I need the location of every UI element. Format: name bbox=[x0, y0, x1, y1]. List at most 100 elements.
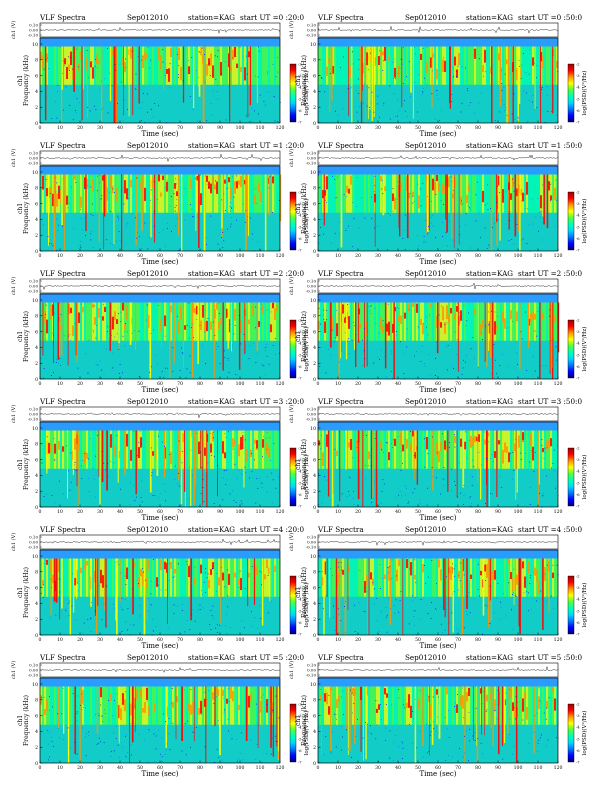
spectrogram-speckle bbox=[104, 78, 106, 80]
spectrogram-cell bbox=[234, 686, 237, 725]
spectrogram-upper-band bbox=[318, 294, 558, 303]
spectrogram-speckle bbox=[341, 696, 342, 698]
spectrogram-cell bbox=[352, 686, 355, 725]
time-tick-label: 70 bbox=[455, 381, 461, 387]
spectrogram-speckle bbox=[217, 56, 219, 58]
spectrogram-streak bbox=[462, 430, 465, 488]
spectrogram-cell bbox=[378, 704, 381, 710]
spectrogram-streak bbox=[132, 46, 134, 116]
spectrogram-speckle bbox=[275, 76, 277, 78]
spectrogram-speckle bbox=[194, 177, 196, 179]
spectrogram-speckle bbox=[149, 730, 150, 732]
spectrogram-speckle bbox=[190, 204, 191, 205]
spectrogram-cell bbox=[56, 193, 59, 207]
spectrogram-speckle bbox=[227, 595, 229, 597]
spectrogram-cell bbox=[258, 321, 261, 328]
spectrogram-speckle bbox=[114, 64, 116, 65]
spectrogram-speckle bbox=[266, 704, 268, 705]
spectrogram-cell bbox=[202, 174, 205, 213]
spectrogram-streak bbox=[193, 430, 196, 505]
spectrogram-cell bbox=[126, 302, 129, 341]
colorbar bbox=[289, 191, 297, 251]
freq-tick-label: 4 bbox=[313, 89, 316, 95]
spectrogram-speckle bbox=[330, 242, 332, 244]
spectrogram-cell bbox=[508, 302, 511, 341]
time-tick-label: 80 bbox=[475, 253, 481, 259]
freq-tick-label: 4 bbox=[313, 601, 316, 607]
spectrogram-cell bbox=[198, 558, 201, 597]
spectrogram-speckle bbox=[524, 194, 526, 196]
spectrogram-cell bbox=[224, 686, 227, 725]
spectrogram-cell bbox=[78, 686, 81, 725]
spectrogram-cell bbox=[158, 430, 161, 469]
spectrogram-speckle bbox=[258, 50, 260, 52]
spectrogram-cell bbox=[460, 302, 463, 341]
spectrogram-cell bbox=[358, 46, 361, 85]
spectrogram-speckle bbox=[512, 478, 513, 480]
spectrogram-cell bbox=[96, 430, 99, 469]
spectrogram-cell bbox=[110, 175, 113, 189]
spectrogram-speckle bbox=[342, 108, 344, 110]
spectrogram-cell bbox=[266, 699, 269, 713]
spectrogram-speckle bbox=[258, 724, 260, 726]
spectrogram-speckle bbox=[136, 237, 138, 239]
spectrogram-speckle bbox=[424, 565, 425, 566]
spectrogram-speckle bbox=[470, 496, 472, 498]
spectrogram-speckle bbox=[91, 230, 92, 232]
spectrogram-speckle bbox=[47, 743, 49, 745]
spectrogram-speckle bbox=[507, 366, 508, 367]
spectrogram-speckle bbox=[85, 736, 86, 738]
spectrogram-speckle bbox=[534, 330, 536, 332]
spectrogram-cell bbox=[144, 46, 147, 85]
spectrogram-cell bbox=[218, 175, 221, 181]
spectrogram-speckle bbox=[397, 436, 399, 438]
spectrogram-speckle bbox=[462, 367, 464, 369]
panel-date: Sep012010 bbox=[405, 653, 447, 662]
spectrogram-speckle bbox=[424, 437, 426, 439]
spectrogram-speckle bbox=[185, 377, 187, 379]
spectrogram-upper-band bbox=[318, 422, 558, 431]
freq-tick-label: 4 bbox=[35, 601, 38, 607]
panel-date: Sep012010 bbox=[127, 141, 169, 150]
spectrogram-cell bbox=[224, 46, 227, 85]
spectrogram-speckle bbox=[239, 331, 241, 333]
spectrogram-streak bbox=[72, 430, 74, 475]
spectrogram-speckle bbox=[397, 115, 398, 117]
spectrogram-speckle bbox=[278, 199, 280, 201]
spectrogram-cell bbox=[506, 302, 509, 341]
spectrogram-speckle bbox=[478, 451, 480, 453]
spectrogram-speckle bbox=[139, 616, 141, 618]
spectrogram-cell bbox=[242, 174, 245, 213]
spectrogram-speckle bbox=[485, 503, 486, 504]
spectrogram-speckle bbox=[465, 431, 467, 433]
spectrogram-speckle bbox=[90, 186, 92, 188]
colorbar-tick-label: -2 bbox=[576, 63, 580, 67]
spectrogram-speckle bbox=[186, 368, 188, 370]
spectrogram-speckle bbox=[333, 616, 334, 618]
spectrogram-speckle bbox=[57, 728, 59, 730]
spectrogram-cell bbox=[260, 191, 263, 203]
spectrogram-cell bbox=[262, 430, 265, 469]
spectrogram-cell bbox=[384, 688, 387, 695]
spectrogram-cell bbox=[360, 174, 363, 213]
spectrogram-cell bbox=[384, 186, 387, 192]
spectrogram-speckle bbox=[389, 85, 391, 87]
spectrogram-cell bbox=[134, 430, 137, 469]
spectrogram-speckle bbox=[377, 225, 379, 227]
spectrogram-cell bbox=[108, 686, 111, 725]
waveform-tick-label: 0.00 bbox=[307, 284, 316, 289]
spectrogram-speckle bbox=[208, 186, 210, 188]
spectrogram-cell bbox=[506, 446, 509, 453]
spectrogram-speckle bbox=[90, 631, 92, 632]
spectrogram-speckle bbox=[91, 203, 93, 205]
spectrogram-cell bbox=[552, 687, 555, 692]
spectrogram-speckle bbox=[326, 202, 327, 203]
spectrogram-speckle bbox=[382, 180, 383, 182]
time-tick-label: 10 bbox=[57, 637, 63, 643]
waveform-ylabel: ch1 (V) bbox=[10, 149, 17, 167]
spectrogram-streak bbox=[402, 558, 404, 635]
colorbar-tick-label: -4 bbox=[576, 470, 580, 474]
spectrogram-cell bbox=[496, 46, 499, 85]
spectrogram-speckle bbox=[103, 603, 105, 605]
spectrogram-speckle bbox=[398, 494, 399, 496]
